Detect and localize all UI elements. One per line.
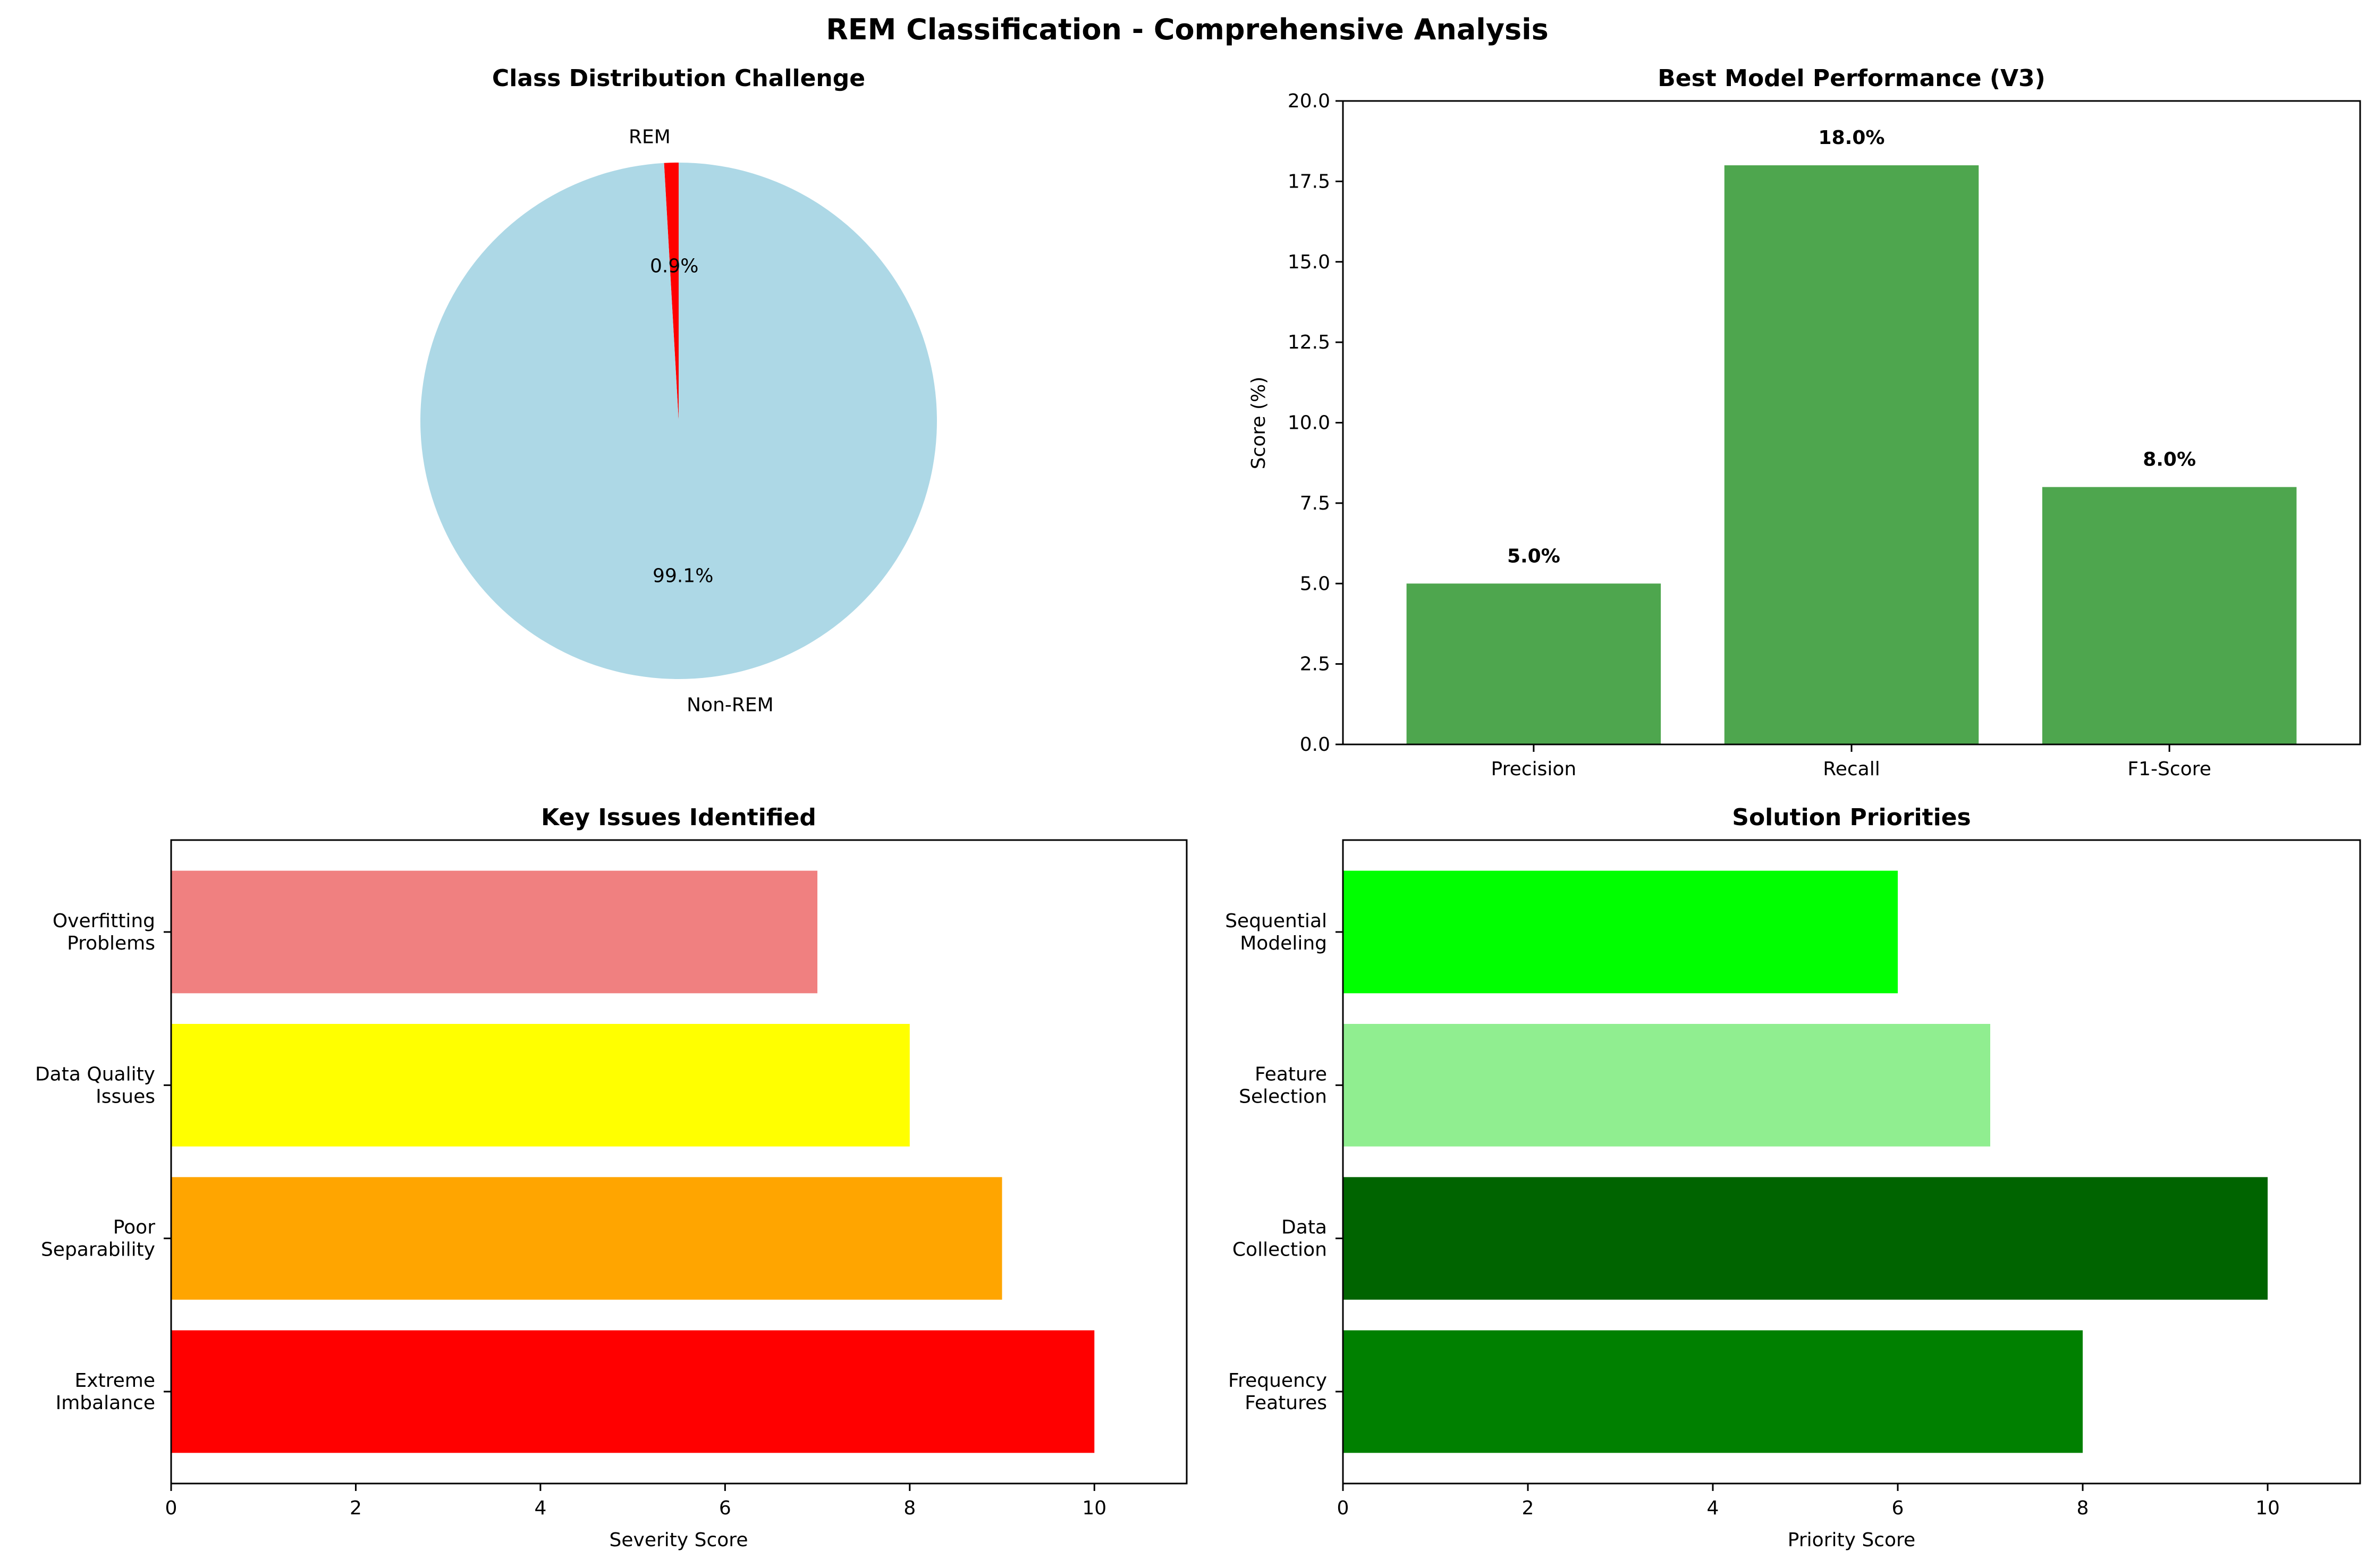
plot-frame [1342,100,2361,745]
y-tick-label: Extreme Imbalance [56,1370,155,1414]
bar-sequential-modeling [1343,870,1898,994]
y-tick-label: 12.5 [1288,332,1330,353]
pie-label: REM [629,126,671,148]
plot-frame [170,839,1188,1485]
y-tick-label: 20.0 [1288,90,1330,112]
y-tick-label: 10.0 [1288,412,1330,434]
y-tick-label: Sequential Modeling [1225,910,1327,954]
y-tick-label: 17.5 [1288,171,1330,192]
y-tick-label: Data Collection [1232,1217,1327,1261]
x-tick-label: 10 [1082,1497,1106,1519]
y-tick-label: 7.5 [1300,493,1330,514]
y-tick-label: 0.0 [1300,734,1330,756]
x-axis-label: Severity Score [610,1529,748,1551]
x-tick-label: 8 [2077,1497,2089,1519]
figure-title: REM Classification - Comprehensive Analy… [826,13,1549,46]
pie-slice-rem [664,163,679,421]
bar-f1-score [2042,487,2297,744]
x-tick-label: Recall [1823,758,1880,780]
bar-overfitting-problems [171,870,818,994]
pie-title: Class Distribution Challenge [492,65,865,92]
y-tick-label: Frequency Features [1228,1370,1327,1414]
y-tick-label: Poor Separability [41,1217,155,1261]
pie-slice-non-rem [420,163,937,679]
x-tick-label: 2 [1522,1497,1534,1519]
bar-value-label: 5.0% [1507,545,1560,567]
x-tick-label: Precision [1491,758,1577,780]
y-tick-label: Overfitting Problems [53,910,155,954]
x-tick-label: 6 [1892,1497,1904,1519]
bar-poor-separability [171,1177,1002,1300]
hbar-chart-key-issues: Key Issues Identified Severity Score Ext… [35,804,1188,1551]
y-tick-label: 15.0 [1288,251,1330,273]
bar-extreme-imbalance [171,1330,1095,1453]
y-tick-label: 2.5 [1300,654,1330,675]
bar-value-label: 18.0% [1819,127,1885,149]
x-tick-label: 4 [1707,1497,1719,1519]
hbar-chart-solution-priorities: Solution Priorities Priority Score Frequ… [1225,804,2361,1551]
pie-percent-label: 99.1% [653,565,713,587]
pie-percent-label: 0.9% [650,256,698,277]
x-tick-label: 10 [2255,1497,2280,1519]
hbar-chart-title: Solution Priorities [1732,804,1971,831]
x-axis-label: Priority Score [1788,1529,1915,1551]
bar-recall [1724,165,1979,745]
x-tick-label: F1-Score [2127,758,2211,780]
y-tick-label: 5.0 [1300,573,1330,595]
bar-chart-title: Best Model Performance (V3) [1658,65,2046,92]
y-axis-label: Score (%) [1248,377,1270,470]
y-tick-label: Feature Selection [1239,1063,1327,1107]
bar-data-quality-issues [171,1024,910,1147]
x-tick-label: 0 [165,1497,178,1519]
bar-frequency-features [1343,1330,2083,1453]
bar-data-collection [1343,1177,2268,1300]
bar-precision [1406,583,1661,744]
pie-chart-class-distribution: Class Distribution Challenge REM 0.9% Non-… [420,65,937,716]
x-tick-label: 4 [534,1497,546,1519]
bar-feature-selection [1343,1024,1990,1147]
y-tick-label: Data Quality Issues [35,1063,155,1107]
hbar-chart-title: Key Issues Identified [541,804,816,831]
x-tick-label: 8 [903,1497,916,1519]
plot-frame [1342,839,2361,1485]
x-tick-label: 6 [719,1497,731,1519]
bar-value-label: 8.0% [2143,449,2196,471]
bar-chart-model-performance: Best Model Performance (V3) Score (%) 5.… [1248,65,2361,780]
pie-label: Non-REM [687,694,774,716]
x-tick-label: 2 [350,1497,362,1519]
x-tick-label: 0 [1337,1497,1349,1519]
